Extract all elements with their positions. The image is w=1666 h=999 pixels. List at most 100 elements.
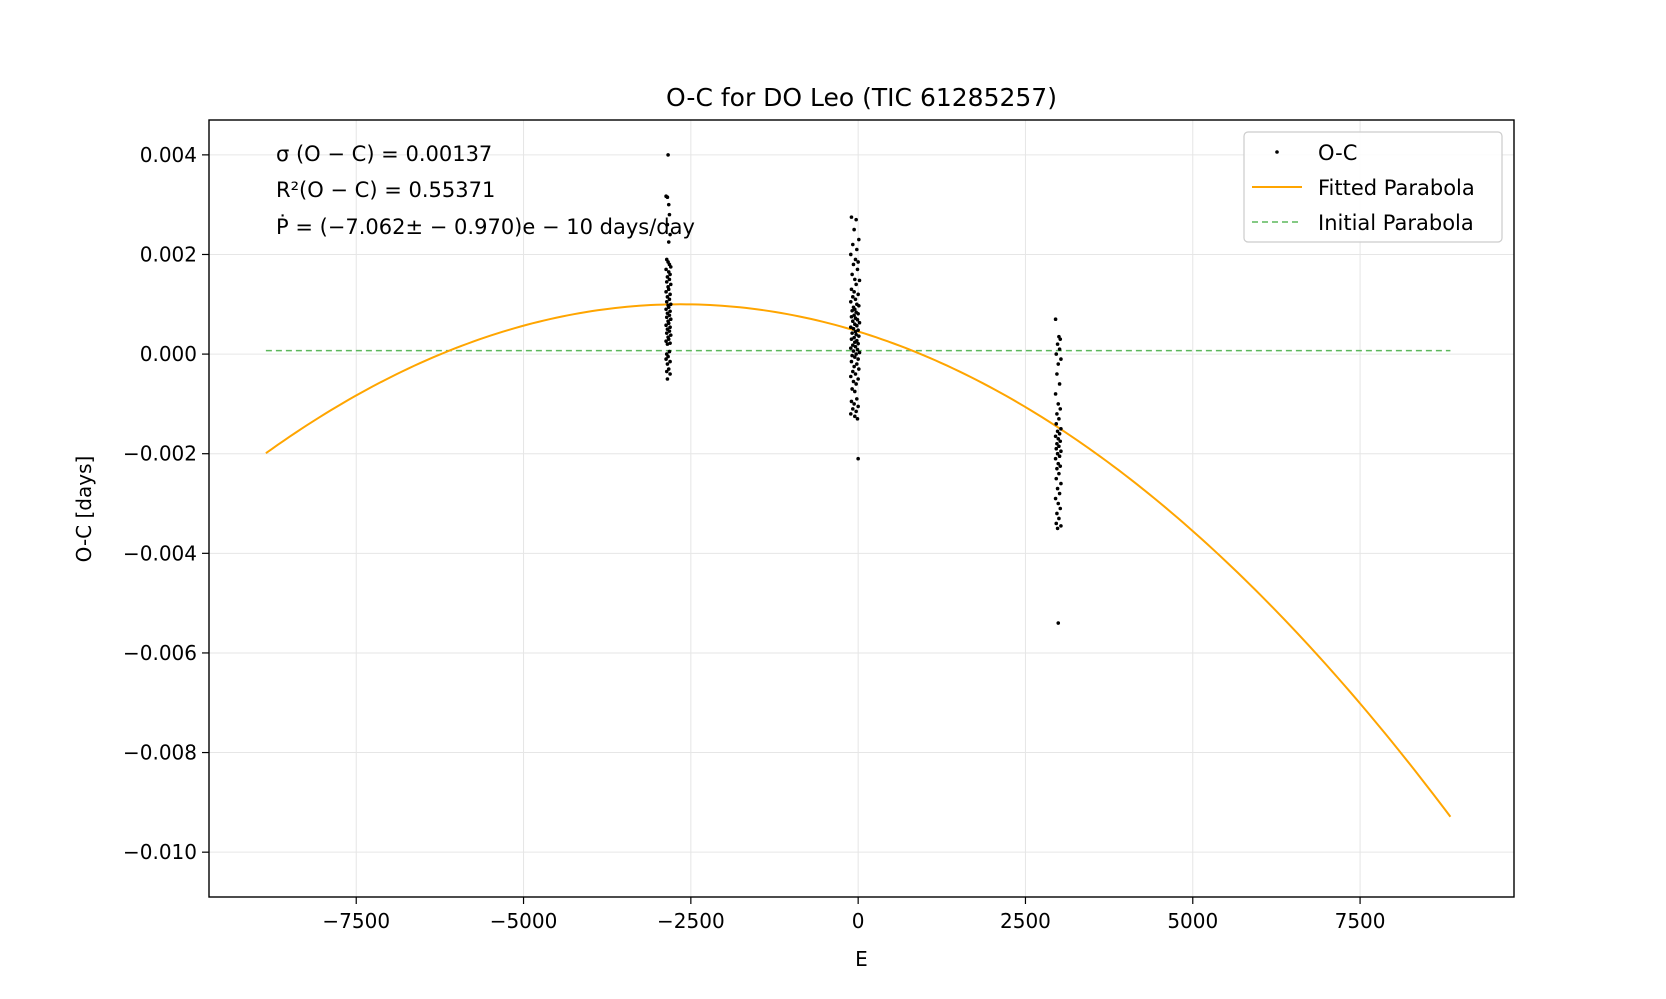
oc-point [666,202,671,207]
oc-point [665,362,670,366]
oc-point [1053,456,1058,461]
oc-point [856,404,860,409]
plot-series [265,153,1452,818]
legend-oc-marker [1275,150,1279,154]
oc-point [856,292,860,297]
oc-point [665,195,670,199]
oc-point [848,325,853,330]
oc-point [664,331,669,335]
oc-point [848,412,853,416]
oc-point [850,308,854,313]
oc-point [665,342,670,346]
oc-point [1053,392,1058,396]
oc-point [852,402,856,406]
oc-point [1054,446,1059,451]
oc-point [1055,451,1060,456]
oc-point [1057,382,1062,386]
y-tick-label: 0.004 [140,143,197,167]
oc-point [856,456,860,461]
oc-point [857,278,862,283]
oc-point [668,232,672,237]
oc-point [856,328,860,332]
oc-point [1058,464,1063,468]
legend: O-C Fitted Parabola Initial Parabola [1243,131,1503,243]
y-tick-label: 0.002 [140,242,197,266]
oc-point [1058,506,1063,511]
oc-point [857,367,861,371]
y-axis-ticks: 0.004 0.002 0.000 −0.002 −0.004 −0.006 −0.008 −… [123,143,209,864]
oc-point [848,374,853,379]
oc-point [849,337,854,341]
oc-point [668,272,672,277]
oc-point [1055,441,1059,446]
oc-point [853,329,858,334]
oc-point [1055,466,1059,471]
oc-point [852,227,856,232]
oc-point [852,335,856,340]
chart-title: O-C for DO Leo (TIC 61285257) [666,83,1057,112]
oc-point [851,326,856,331]
oc-point [668,325,672,330]
oc-point [1059,481,1063,486]
oc-point [856,341,860,346]
oc-point [1056,436,1061,441]
oc-point [1056,621,1061,625]
oc-point [853,355,857,359]
plot-frame [208,119,1515,898]
oc-point [1055,429,1060,434]
oc-point [664,315,669,320]
oc-point [852,290,856,294]
oc-point [667,297,672,302]
oc-point [1058,407,1063,411]
oc-point [668,282,673,287]
oc-point [854,282,858,287]
oc-point [853,340,857,344]
oc-point [851,319,855,324]
oc-point [855,267,860,272]
oc-point [665,222,670,227]
oc-point [1059,357,1063,361]
oc-point [1057,417,1061,421]
oc-point [668,292,672,297]
oc-point [665,295,670,299]
oc-point [856,311,860,316]
oc-point [667,329,672,333]
oc-point [848,346,853,350]
oc-point [852,313,856,318]
oc-point [1057,347,1062,351]
oc-point [1055,342,1060,346]
x-tick-label: −5000 [490,909,558,933]
oc-point [855,323,859,328]
oc-point [848,300,853,304]
oc-point [667,313,672,318]
oc-point [849,215,854,219]
oc-point [1057,491,1062,496]
oc-point [666,305,671,310]
x-tick-label: 5000 [1167,909,1218,933]
oc-point [666,337,671,341]
x-tick-label: −7500 [322,909,390,933]
oc-point [664,300,669,304]
oc-point [853,277,857,282]
oc-point [849,399,854,404]
oc-point [848,252,853,257]
oc-point [850,272,854,277]
oc-point [850,387,854,391]
oc-point [1055,526,1060,531]
oc-point [664,307,668,312]
oc-point [1057,471,1061,476]
oc-point [854,409,858,414]
oc-point [1053,317,1058,322]
oc-point [851,369,855,374]
oc-point [855,347,860,352]
oc-point [857,237,861,242]
oc-point [1059,427,1063,431]
oc-point [857,303,861,308]
oc-point [849,287,854,292]
oc-point [851,262,856,267]
oc-point [854,217,858,222]
y-tick-label: −0.004 [123,541,197,565]
oc-point [853,389,857,394]
y-tick-label: −0.002 [123,442,197,466]
oc-point [856,357,860,361]
